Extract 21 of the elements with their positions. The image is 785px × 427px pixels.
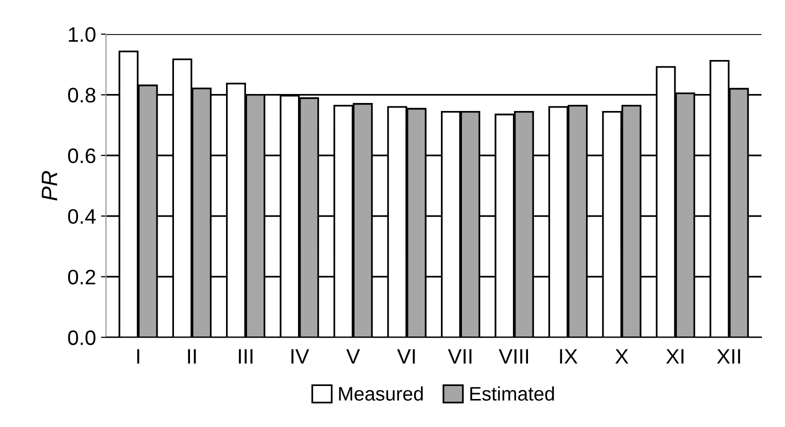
legend-label: Estimated — [470, 386, 554, 401]
x-tick-label: XI — [666, 349, 684, 364]
x-tick-label: VIII — [498, 349, 528, 364]
x-tick-label: VI — [397, 349, 415, 364]
y-tick-label: 0.2 — [68, 270, 96, 284]
y-tick-label: 0.8 — [68, 88, 96, 103]
x-tick-label: III — [238, 349, 252, 364]
x-tick-label: VII — [448, 349, 472, 364]
legend-label: Measured — [339, 386, 423, 401]
x-tick-label: II — [188, 349, 196, 364]
x-tick-label: IV — [291, 349, 310, 364]
x-tick-label: V — [346, 349, 360, 364]
x-tick-label: X — [615, 349, 628, 364]
y-tick-label: 0.0 — [68, 330, 96, 346]
x-tick-label: XII — [716, 349, 740, 364]
y-tick-label: 1.0 — [68, 27, 96, 42]
y-tick-label: 0.4 — [68, 209, 96, 224]
x-tick-label: I — [137, 349, 140, 364]
y-tick-label: 0.6 — [68, 148, 96, 164]
x-tick-label: IX — [560, 349, 578, 364]
y-axis-title: PR — [42, 170, 58, 200]
